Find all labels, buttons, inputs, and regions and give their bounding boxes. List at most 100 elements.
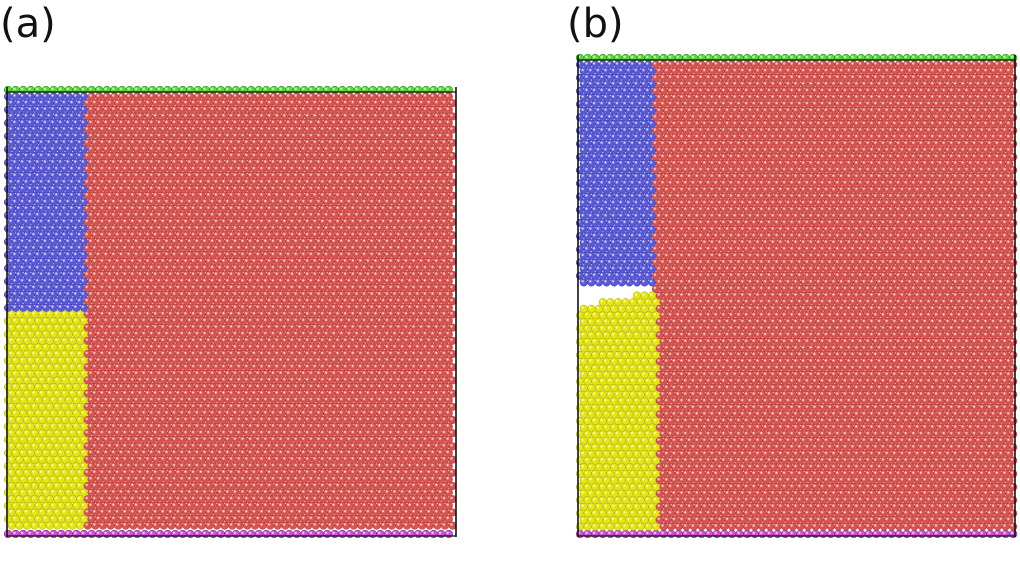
atom-red: [425, 244, 434, 253]
atom-red: [781, 139, 790, 148]
atom-blue: [30, 270, 39, 279]
atom-red: [376, 237, 385, 246]
atom-red: [380, 468, 389, 477]
atom-blue: [19, 290, 28, 299]
atom-red: [429, 462, 438, 471]
atom-red: [395, 468, 404, 477]
atom-yellow: [49, 356, 58, 365]
atom-red: [155, 316, 165, 326]
atom-red: [838, 119, 847, 129]
atom-red: [91, 455, 100, 464]
atom-red: [342, 257, 351, 266]
atom-red: [186, 396, 195, 405]
atom-red: [963, 60, 972, 69]
atom-red: [997, 80, 1006, 89]
atom-red: [993, 126, 1003, 135]
atom-yellow: [15, 481, 24, 491]
atom-red: [193, 224, 203, 233]
atom-red: [197, 442, 206, 451]
atom-red: [285, 118, 294, 128]
atom-red: [110, 422, 119, 431]
atom-red: [110, 92, 119, 101]
atom-blue: [26, 277, 35, 286]
atom-red: [83, 415, 92, 425]
atom-red: [98, 165, 108, 174]
atom-yellow: [68, 468, 77, 477]
atom-red: [361, 462, 370, 471]
atom-yellow: [68, 521, 77, 530]
atom-red: [186, 435, 195, 444]
atom-red: [205, 125, 214, 134]
atom-yellow: [11, 396, 20, 405]
atom-red: [91, 191, 100, 200]
atom-red: [258, 191, 267, 200]
atom-red: [440, 481, 450, 491]
atom-red: [898, 146, 908, 155]
atom-red: [330, 184, 339, 194]
atom-red: [239, 264, 248, 273]
atom-red: [190, 442, 199, 451]
atom-red: [216, 118, 225, 128]
atom-red: [345, 171, 355, 180]
atom-magenta: [414, 529, 423, 539]
atom-red: [380, 415, 389, 425]
atom-magenta: [277, 529, 286, 539]
atom-red: [250, 349, 260, 359]
atom-red: [819, 139, 828, 148]
atom-red: [285, 250, 294, 260]
atom-red: [686, 106, 695, 115]
atom-yellow: [72, 382, 81, 392]
atom-red: [254, 448, 263, 458]
atom-red: [372, 468, 381, 477]
atom-red: [440, 336, 450, 345]
atom-red: [418, 244, 427, 253]
atom-red: [693, 146, 702, 155]
atom-red: [399, 422, 408, 431]
atom-red: [971, 113, 980, 122]
atom-red: [421, 343, 431, 352]
atom-red: [83, 495, 92, 504]
atom-red: [269, 105, 279, 114]
atom-yellow: [60, 455, 70, 464]
atom-red: [186, 330, 195, 339]
atom-yellow: [72, 330, 81, 339]
atom-red: [212, 495, 222, 504]
atom-red: [121, 455, 130, 464]
atom-red: [182, 125, 191, 134]
atom-red: [383, 369, 393, 378]
atom-red: [1009, 113, 1018, 122]
atom-red: [727, 152, 737, 162]
atom-red: [883, 146, 892, 155]
atom-yellow: [11, 369, 20, 378]
atom-red: [410, 323, 419, 332]
atom-red: [152, 99, 161, 108]
atom-red: [437, 145, 446, 154]
atom-red: [250, 270, 260, 279]
atom-red: [391, 462, 400, 471]
atom-red: [201, 488, 210, 497]
atom-red: [258, 415, 267, 425]
atom-red: [102, 290, 111, 299]
atom-red: [140, 409, 149, 418]
atom-red: [193, 198, 203, 207]
atom-red: [914, 67, 923, 76]
atom-red: [421, 369, 431, 378]
atom-red: [326, 336, 336, 345]
atom-red: [758, 126, 767, 135]
atom-red: [148, 422, 157, 431]
atom-blue: [625, 93, 634, 102]
atom-red: [148, 382, 157, 392]
atom-red: [171, 171, 180, 180]
atom-yellow: [49, 382, 58, 392]
atom-red: [978, 139, 987, 148]
atom-blue: [64, 224, 73, 233]
atom-yellow: [60, 508, 70, 517]
atom-red: [1005, 80, 1014, 89]
atom-red: [788, 152, 797, 162]
atom-yellow: [64, 422, 73, 431]
atom-red: [967, 146, 976, 155]
atom-red: [273, 402, 282, 411]
atom-red: [281, 508, 290, 517]
atom-red: [444, 250, 453, 260]
atom-red: [258, 442, 267, 451]
